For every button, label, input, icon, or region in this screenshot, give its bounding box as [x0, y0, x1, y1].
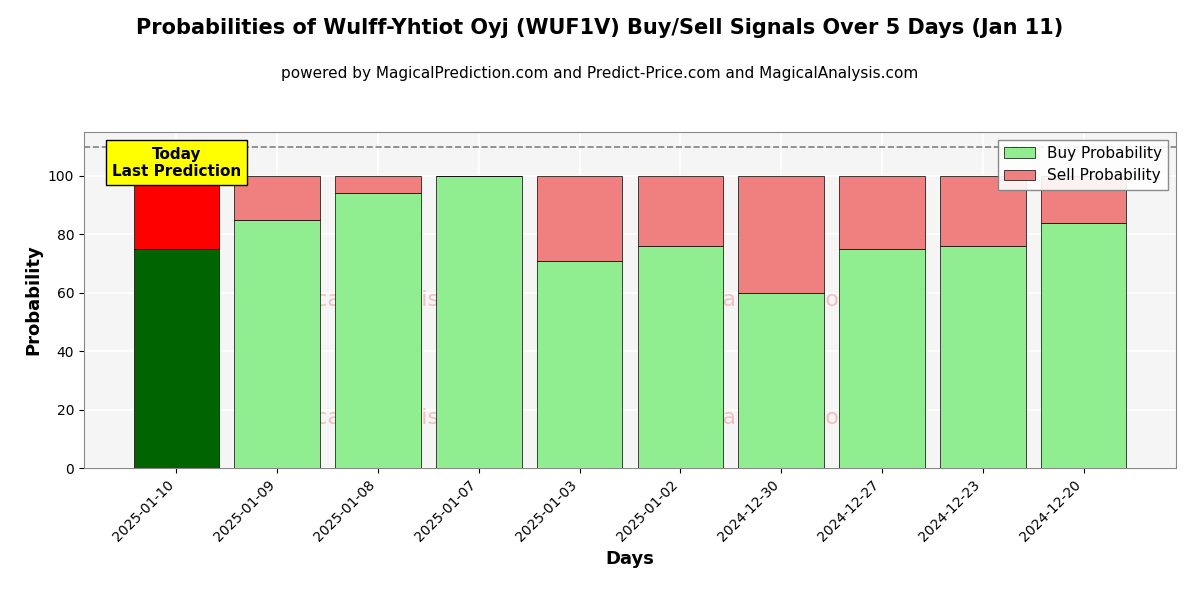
- Text: MagicalAnalysis.com: MagicalAnalysis.com: [263, 290, 494, 310]
- Bar: [637, 246, 724, 468]
- Text: Today
Last Prediction: Today Last Prediction: [112, 146, 241, 179]
- Text: MagicalAnalysis.com: MagicalAnalysis.com: [263, 407, 494, 428]
- Bar: [637, 176, 724, 246]
- Bar: [839, 176, 925, 249]
- Bar: [839, 249, 925, 468]
- Bar: [436, 176, 522, 468]
- Bar: [940, 246, 1026, 468]
- Text: powered by MagicalPrediction.com and Predict-Price.com and MagicalAnalysis.com: powered by MagicalPrediction.com and Pre…: [281, 66, 919, 81]
- Bar: [234, 220, 320, 468]
- X-axis label: Days: Days: [606, 550, 654, 568]
- Y-axis label: Probability: Probability: [24, 245, 42, 355]
- Bar: [335, 176, 421, 193]
- Bar: [940, 176, 1026, 246]
- Text: MagicalPrediction.com: MagicalPrediction.com: [658, 290, 908, 310]
- Bar: [738, 176, 824, 293]
- Text: Probabilities of Wulff-Yhtiot Oyj (WUF1V) Buy/Sell Signals Over 5 Days (Jan 11): Probabilities of Wulff-Yhtiot Oyj (WUF1V…: [137, 18, 1063, 38]
- Bar: [536, 260, 623, 468]
- Text: MagicalPrediction.com: MagicalPrediction.com: [658, 407, 908, 428]
- Bar: [234, 176, 320, 220]
- Bar: [335, 193, 421, 468]
- Bar: [738, 293, 824, 468]
- Bar: [133, 249, 220, 468]
- Legend: Buy Probability, Sell Probability: Buy Probability, Sell Probability: [998, 140, 1169, 190]
- Bar: [133, 176, 220, 249]
- Bar: [1040, 176, 1127, 223]
- Bar: [1040, 223, 1127, 468]
- Bar: [536, 176, 623, 260]
